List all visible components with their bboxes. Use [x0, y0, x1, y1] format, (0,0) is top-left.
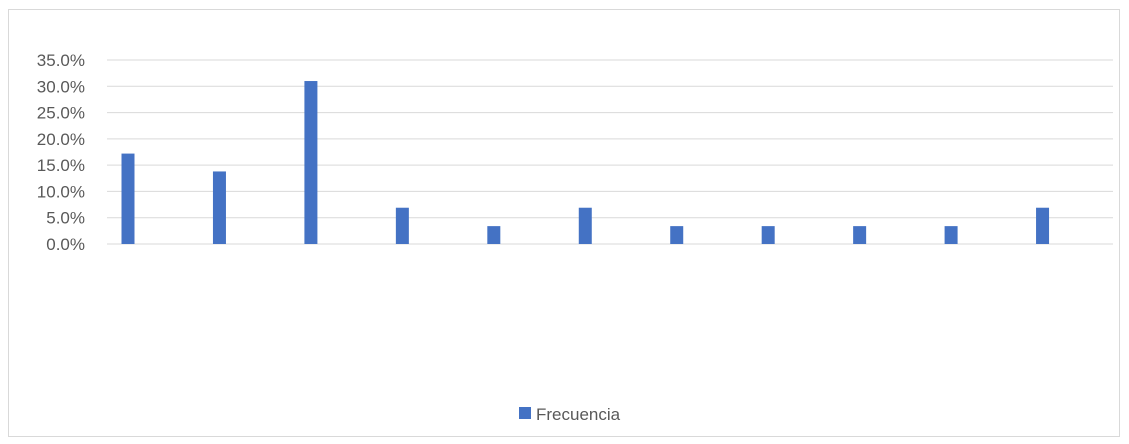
chart-frame: 0.0% 5.0% 10.0% 15.0% 20.0% 25.0% 30.0% 35.0% F… [8, 9, 1120, 437]
y-tick-label: 15.0% [37, 156, 85, 175]
y-tick-label: 10.0% [37, 182, 85, 201]
legend: Frecuencia [519, 405, 621, 424]
y-axis-tick-labels: 0.0% 5.0% 10.0% 15.0% 20.0% 25.0% 30.0% 35.0% [37, 51, 85, 254]
bar-chart: 0.0% 5.0% 10.0% 15.0% 20.0% 25.0% 30.0% 35.0% F… [37, 51, 1113, 424]
bar-9 [853, 226, 867, 244]
bar-8 [761, 226, 775, 244]
y-tick-label: 35.0% [37, 51, 85, 70]
bar-1 [121, 153, 135, 244]
bar-10 [944, 226, 958, 244]
y-tick-label: 5.0% [46, 209, 85, 228]
bar-3 [304, 81, 318, 245]
bars [121, 81, 1050, 245]
legend-label-frecuencia: Frecuencia [536, 405, 621, 424]
y-tick-label: 25.0% [37, 104, 85, 123]
y-tick-label: 30.0% [37, 77, 85, 96]
bar-2 [212, 171, 226, 244]
y-tick-label: 0.0% [46, 235, 85, 254]
bar-11 [1036, 207, 1050, 244]
legend-swatch [519, 407, 531, 419]
gridlines [107, 59, 1113, 245]
y-tick-label: 20.0% [37, 130, 85, 149]
bar-5 [487, 226, 501, 244]
bar-7 [670, 226, 684, 244]
bar-4 [395, 207, 409, 244]
bar-6 [578, 207, 592, 244]
